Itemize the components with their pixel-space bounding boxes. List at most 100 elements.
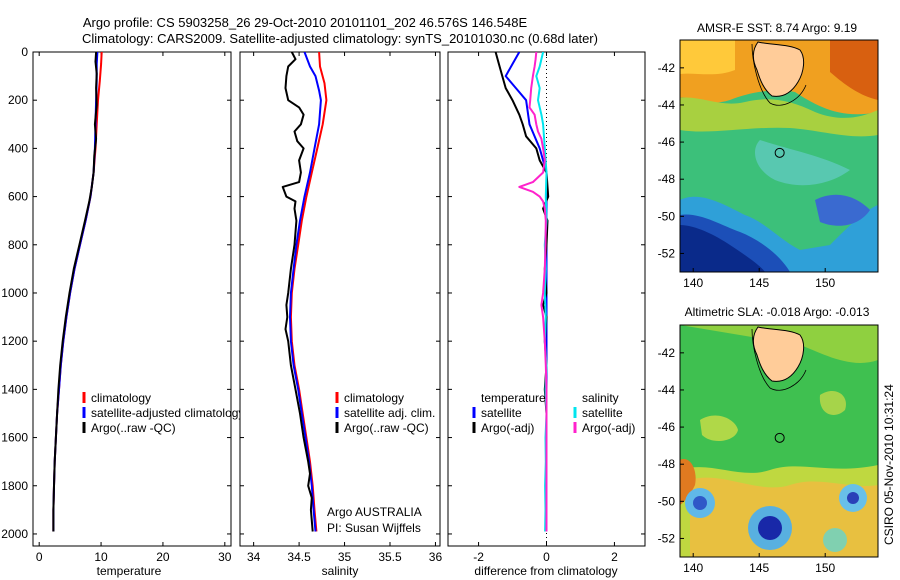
map-y-tick-label: -42 — [658, 61, 676, 75]
map-y-tick-label: -48 — [658, 457, 676, 471]
difference-panel: -2 0 2 difference from climatology tempera… — [447, 51, 646, 578]
x-tick-label: 35.5 — [378, 550, 402, 564]
map-y-tick-label: -44 — [658, 98, 676, 112]
series-line-salinity-argo-adj- — [518, 52, 548, 532]
map-x-tick-label: 145 — [749, 276, 769, 290]
sla-heatmap — [680, 325, 878, 557]
x-tick-label: 20 — [156, 550, 170, 564]
sla-warm-edge — [680, 459, 696, 505]
sla-eddy-3-core — [847, 492, 859, 504]
sst-eddy — [815, 194, 870, 226]
temperature-axes-box — [32, 51, 232, 547]
legend-label-climatology: climatology — [344, 391, 404, 405]
y-tick-label: 1000 — [1, 286, 28, 300]
y-tick-label: 800 — [8, 238, 28, 252]
sst-map-title: AMSR-E SST: 8.74 Argo: 9.19 — [697, 21, 857, 35]
temperature-x-ticks: 0 10 20 30 — [36, 52, 232, 564]
sla-eddy-1-core — [693, 496, 707, 510]
x-tick-label: 34.5 — [287, 550, 311, 564]
legend-label-argo: Argo(..raw -QC) — [91, 421, 176, 435]
map-y-tick-label: -50 — [658, 209, 676, 223]
depth-y-ticks: 0 200 400 600 800 1000 1200 1400 1600 1800 2000 — [1, 45, 231, 541]
sst-map-ticks: 140 145 150 -42 -44 -46 -48 -50 -52 — [658, 61, 836, 290]
x-tick-label: -2 — [473, 550, 484, 564]
sst-hot-patch — [830, 40, 878, 100]
sst-yellow-patch — [680, 40, 735, 75]
legend-label-satellite-adjusted: satellite-adjusted climatology — [91, 406, 244, 420]
sla-eddy-2-core — [758, 516, 782, 540]
sla-title-argo-prefix: Argo: — [803, 305, 832, 319]
y-tick-label: 1400 — [1, 382, 28, 396]
map-y-tick-label: -48 — [658, 172, 676, 186]
salinity-xlabel: salinity — [322, 564, 359, 578]
sla-shelf-contour — [751, 328, 807, 391]
salinity-x-ticks: 34 34.5 35 35.5 36 — [240, 51, 443, 564]
sst-argo-position-marker — [774, 147, 785, 158]
map-y-tick-label: -46 — [658, 420, 676, 434]
map-x-tick-label: 140 — [683, 276, 703, 290]
salinity-legend: climatology satellite adj. clim. Argo(..… — [335, 391, 435, 435]
sst-title-argo-prefix: Argo: — [802, 21, 831, 35]
legend-label-temp-satellite: satellite — [481, 406, 522, 420]
x-tick-label: 0 — [36, 550, 43, 564]
sla-map-title: Altimetric SLA: -0.018 Argo: -0.013 — [685, 305, 870, 319]
y-tick-label: 600 — [8, 190, 28, 204]
legend-title-temperature: temperature — [481, 391, 546, 405]
legend-title-salinity: salinity — [582, 391, 619, 405]
temperature-xlabel: temperature — [97, 564, 162, 578]
x-tick-label: 2 — [611, 550, 618, 564]
sla-title-argo-value: -0.013 — [835, 305, 869, 319]
sst-map-panel: AMSR-E SST: 8.74 Argo: 9.19 140 145 150 -42… — [658, 21, 879, 290]
tasmania-land — [752, 41, 805, 97]
sla-map-frame — [679, 324, 879, 558]
tasmania-land — [752, 326, 805, 382]
temperature-legend: climatology satellite-adjusted climatolo… — [82, 391, 244, 435]
sst-yellowgreen-band — [680, 97, 878, 137]
legend-label-argo: Argo(..raw -QC) — [344, 421, 429, 435]
footer-stamp: CSIRO 05-Nov-2010 10:31:24 — [882, 384, 896, 545]
map-x-tick-label: 150 — [815, 561, 835, 575]
y-tick-label: 1200 — [1, 334, 28, 348]
map-y-tick-label: -52 — [658, 246, 676, 260]
difference-x-ticks: -2 0 2 — [448, 51, 645, 564]
temperature-panel: 0 10 20 30 0 200 400 600 800 1000 1200 1400 1600 180… — [1, 45, 244, 578]
x-tick-label: 10 — [94, 550, 108, 564]
legend-label-satellite-adj: satellite adj. clim. — [344, 406, 435, 420]
map-x-tick-label: 140 — [683, 561, 703, 575]
sla-title-value: -0.018 — [767, 305, 801, 319]
sst-coldest-patch — [680, 225, 765, 272]
sla-blob-2 — [819, 390, 846, 415]
series-line-argo-raw-qc- — [52, 52, 98, 532]
map-y-tick-label: -50 — [658, 494, 676, 508]
legend-label-sal-satellite: satellite — [582, 406, 623, 420]
footer-pi: PI: Susan Wijffels — [327, 521, 421, 535]
sla-argo-position-marker — [774, 432, 785, 443]
sla-map-ticks: 140 145 150 -42 -44 -46 -48 -50 -52 — [658, 346, 836, 575]
map-y-tick-label: -46 — [658, 135, 676, 149]
map-x-tick-label: 145 — [749, 561, 769, 575]
figure-title-line2: Climatology: CARS2009. Satellite-adjuste… — [82, 31, 598, 46]
difference-xlabel: difference from climatology — [474, 564, 617, 578]
sst-shelf-contour — [751, 43, 807, 106]
x-tick-label: 36 — [429, 550, 443, 564]
x-tick-label: 35 — [338, 550, 352, 564]
y-tick-label: 400 — [8, 141, 28, 155]
sla-map-panel: Altimetric SLA: -0.018 Argo: -0.013 140 — [658, 305, 879, 575]
series-line-argo-raw-qc- — [281, 52, 314, 532]
temperature-profile-lines — [52, 52, 103, 532]
x-tick-label: 34 — [247, 550, 261, 564]
map-y-tick-label: -44 — [658, 383, 676, 397]
sst-title-argo-value: 9.19 — [834, 21, 858, 35]
legend-label-temp-argo: Argo(-adj) — [481, 421, 534, 435]
sla-blob-1 — [700, 415, 738, 442]
sla-north-band — [680, 325, 878, 363]
difference-profile-lines — [494, 52, 550, 532]
footer-institution: Argo AUSTRALIA — [327, 505, 422, 519]
sst-map-frame — [679, 39, 879, 273]
map-y-tick-label: -52 — [658, 531, 676, 545]
y-tick-label: 200 — [8, 93, 28, 107]
legend-label-sal-argo: Argo(-adj) — [582, 421, 635, 435]
figure-title-line1: Argo profile: CS 5903258_26 29-Oct-2010 … — [83, 15, 528, 30]
difference-legend: temperature satellite Argo(-adj) salinit… — [472, 391, 635, 435]
